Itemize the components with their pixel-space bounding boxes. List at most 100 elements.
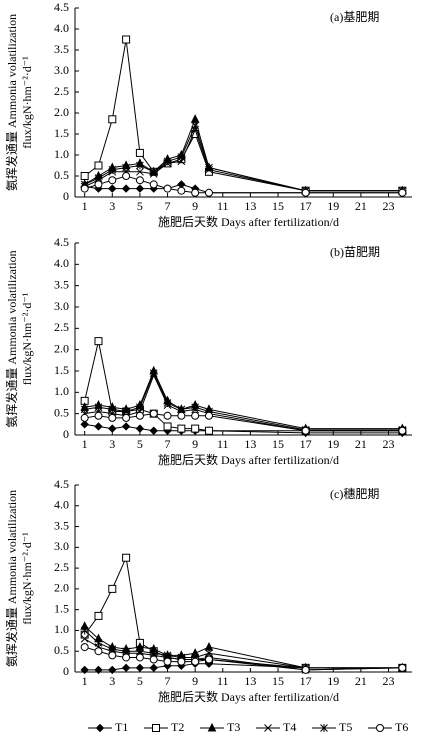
marker: [94, 411, 103, 420]
x-tick-label: 17: [300, 437, 312, 451]
y-tick-label: 2.0: [54, 105, 69, 119]
x-tick-label: 17: [300, 674, 312, 688]
x-tick-label: 15: [272, 674, 284, 688]
legend-marker: [264, 724, 272, 732]
marker: [149, 655, 158, 664]
y-tick-label: 4.0: [54, 256, 69, 270]
marker: [191, 188, 200, 197]
y-axis-label: 氨挥发通量 Ammonia volatilization: [4, 250, 19, 427]
marker: [80, 420, 89, 429]
y-tick-label: 1.5: [54, 126, 69, 140]
marker: [163, 184, 172, 193]
legend-marker: [207, 722, 217, 732]
y-tick-label: 2.5: [54, 84, 69, 98]
x-axis-label: 施肥后天数 Days after fertilization/d: [158, 214, 339, 229]
marker: [94, 161, 103, 170]
legend-label: T3: [227, 720, 240, 734]
y-tick-label: 4.0: [54, 498, 69, 512]
y-tick-label: 1.0: [54, 147, 69, 161]
marker: [135, 663, 145, 673]
y-tick-label: 0: [63, 664, 69, 678]
y-tick-label: 2.0: [54, 581, 69, 595]
x-tick-label: 5: [137, 199, 143, 213]
y-tick-label: 1.5: [54, 601, 69, 615]
marker: [122, 413, 131, 422]
marker: [94, 665, 103, 675]
marker: [80, 634, 89, 643]
panel-title: (b)苗肥期: [330, 245, 380, 259]
y-tick-label: 2.5: [54, 560, 69, 574]
marker: [121, 663, 131, 673]
x-tick-label: 13: [244, 437, 256, 451]
marker: [177, 153, 186, 162]
panel-title: (c)穗肥期: [330, 487, 379, 501]
marker: [80, 643, 89, 652]
y-tick-label: 3.0: [54, 299, 69, 313]
x-tick-label: 7: [165, 199, 171, 213]
x-tick-label: 17: [300, 199, 312, 213]
marker: [122, 553, 131, 562]
marker: [122, 653, 131, 662]
marker: [163, 422, 172, 431]
marker: [191, 657, 200, 666]
marker: [149, 369, 158, 378]
series-line: [84, 183, 403, 194]
x-tick-label: 11: [217, 437, 229, 451]
x-tick-label: 13: [244, 674, 256, 688]
y-tick-label: 0.5: [54, 168, 69, 182]
y-axis-label: 氨挥发通量 Ammonia volatilization: [4, 14, 19, 191]
marker: [163, 657, 172, 666]
legend-label: T4: [283, 720, 296, 734]
marker: [191, 424, 200, 433]
marker: [122, 163, 130, 172]
marker: [94, 403, 103, 412]
x-tick-label: 23: [383, 437, 395, 451]
x-tick-label: 1: [82, 674, 88, 688]
x-tick-label: 9: [192, 674, 198, 688]
x-tick-label: 11: [217, 674, 229, 688]
marker: [205, 163, 213, 172]
legend-label: T1: [115, 720, 128, 734]
panel-title: (a)基肥期: [330, 10, 379, 24]
marker: [135, 411, 144, 420]
y-tick-label: 1.0: [54, 622, 69, 636]
y-tick-label: 3.5: [54, 42, 69, 56]
marker: [108, 184, 117, 193]
marker: [108, 413, 117, 422]
x-tick-label: 23: [383, 674, 395, 688]
x-tick-label: 23: [383, 199, 395, 213]
y-tick-label: 1.5: [54, 363, 69, 377]
marker: [191, 411, 200, 420]
legend-marker: [376, 724, 384, 732]
marker: [80, 665, 89, 675]
x-tick-label: 5: [137, 437, 143, 451]
y-tick-label: 1.0: [54, 384, 69, 398]
marker: [301, 188, 310, 197]
marker: [301, 665, 310, 674]
marker: [108, 424, 117, 433]
x-tick-label: 7: [165, 437, 171, 451]
legend-label: T5: [339, 720, 352, 734]
marker: [135, 424, 145, 433]
marker: [122, 172, 131, 180]
marker: [80, 184, 89, 193]
legend-label: T6: [395, 720, 408, 734]
marker: [136, 161, 144, 170]
marker: [204, 188, 213, 197]
y-tick-label: 2.5: [54, 320, 69, 334]
y-tick-label: 3.5: [54, 277, 69, 291]
marker: [108, 115, 117, 124]
x-tick-label: 5: [137, 674, 143, 688]
series-line: [84, 373, 403, 432]
x-tick-label: 15: [272, 437, 284, 451]
marker: [398, 663, 407, 672]
series-line: [84, 638, 403, 671]
x-tick-label: 1: [82, 199, 88, 213]
marker: [301, 426, 310, 435]
marker: [80, 413, 89, 422]
x-tick-label: 3: [109, 437, 115, 451]
marker: [94, 337, 103, 346]
marker: [94, 647, 103, 656]
y-tick-label: 0.5: [54, 405, 69, 419]
